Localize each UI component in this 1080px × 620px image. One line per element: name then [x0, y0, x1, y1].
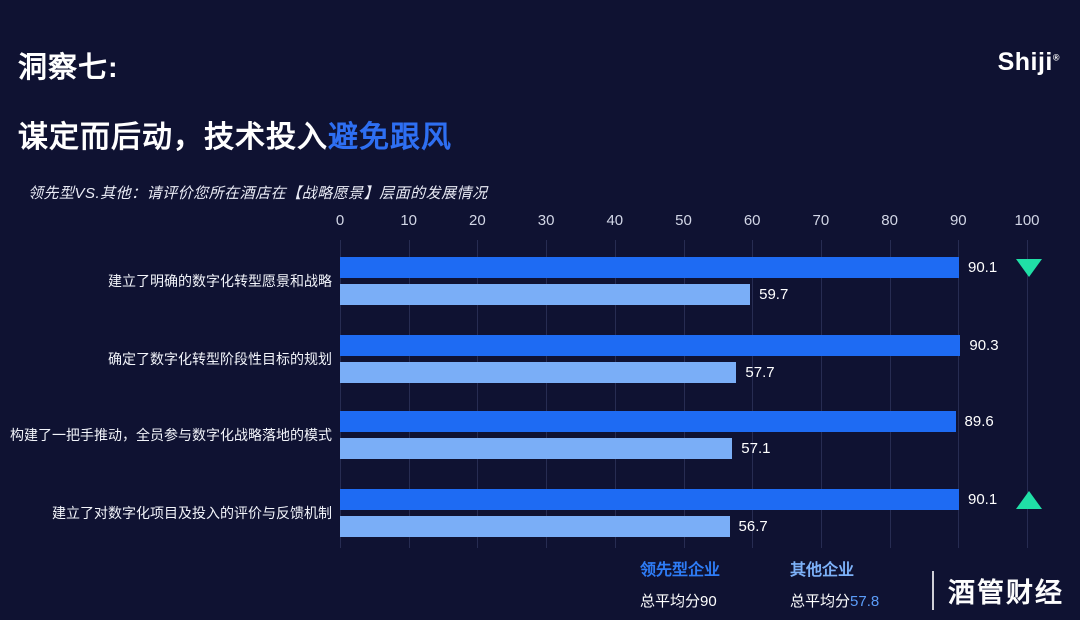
- chart-question: 领先型VS.其他：请评价您所在酒店在【战略愿景】层面的发展情况: [28, 185, 488, 202]
- gridline: [546, 240, 548, 548]
- legend-name: 其他企业: [790, 562, 855, 579]
- gridline: [683, 240, 685, 548]
- x-tick: 90: [949, 212, 967, 229]
- legend-avg: 总平均分90: [640, 590, 720, 611]
- x-tick: 30: [537, 212, 555, 229]
- registered-mark: ®: [1052, 52, 1060, 63]
- x-tick: 80: [881, 212, 898, 229]
- gridline: [958, 240, 960, 548]
- x-tick: 50: [675, 212, 692, 229]
- shiji-logo: Shiji®: [998, 48, 1060, 77]
- bar-value: 90.1: [967, 259, 998, 276]
- bar-value: 57.1: [741, 440, 771, 457]
- gridline: [408, 240, 410, 548]
- legend-item: 其他企业总平均分57.8: [790, 556, 879, 611]
- bar-other: [340, 362, 737, 383]
- bar-value: 59.7: [759, 286, 789, 303]
- gridline: [1027, 240, 1028, 548]
- trend-down-icon: [1016, 258, 1042, 277]
- page-title: 洞察七:: [18, 52, 119, 84]
- bar-other: [340, 516, 730, 537]
- logo-text: Shiji: [997, 48, 1053, 76]
- x-tick: 0: [335, 212, 345, 229]
- bar-leading: [340, 489, 959, 510]
- gridline: [820, 240, 822, 548]
- legend-item: 领先型企业总平均分90: [640, 556, 720, 611]
- bar-leading: [340, 257, 959, 278]
- category-label: 构建了一把手推动，全员参与数字化战略落地的模式: [10, 427, 332, 443]
- bar-leading: [340, 411, 956, 432]
- x-tick: 70: [812, 212, 830, 229]
- page-subtitle: 谋定而后动，技术投入避免跟风: [18, 112, 452, 156]
- bar-leading: [340, 335, 961, 356]
- subtitle-plain: 谋定而后动，技术投入: [18, 121, 328, 154]
- legend-avg-value: 90: [700, 593, 717, 610]
- gridline: [614, 240, 616, 548]
- bar-value: 90.1: [967, 491, 998, 508]
- x-tick: 20: [469, 212, 486, 229]
- category-label: 建立了明确的数字化转型愿景和战略: [108, 273, 332, 289]
- gridline: [752, 240, 754, 548]
- gridline: [889, 240, 891, 548]
- x-tick: 100: [1014, 212, 1040, 229]
- category-label: 建立了对数字化项目及投入的评价与反馈机制: [52, 505, 332, 521]
- watermark: 酒管财经: [932, 571, 1064, 610]
- bar-value: 56.7: [738, 518, 768, 535]
- trend-up-icon: [1016, 490, 1042, 509]
- x-tick: 40: [606, 212, 624, 229]
- x-tick: 60: [743, 212, 761, 229]
- bar-value: 89.6: [964, 413, 994, 430]
- bar-value: 57.7: [745, 364, 775, 381]
- legend-avg-label: 总平均分: [790, 593, 851, 610]
- subtitle-highlight: 避免跟风: [328, 121, 452, 154]
- gridline: [477, 240, 479, 548]
- bar-other: [340, 438, 733, 459]
- legend-name: 领先型企业: [640, 562, 721, 579]
- category-label: 确定了数字化转型阶段性目标的规划: [108, 351, 332, 367]
- legend-avg-value: 57.8: [850, 593, 880, 610]
- x-tick: 10: [400, 212, 418, 229]
- bar-other: [340, 284, 751, 305]
- legend-avg: 总平均分57.8: [790, 590, 879, 611]
- gridline: [340, 240, 341, 548]
- bar-value: 90.3: [969, 337, 999, 354]
- legend-avg-label: 总平均分: [640, 593, 701, 610]
